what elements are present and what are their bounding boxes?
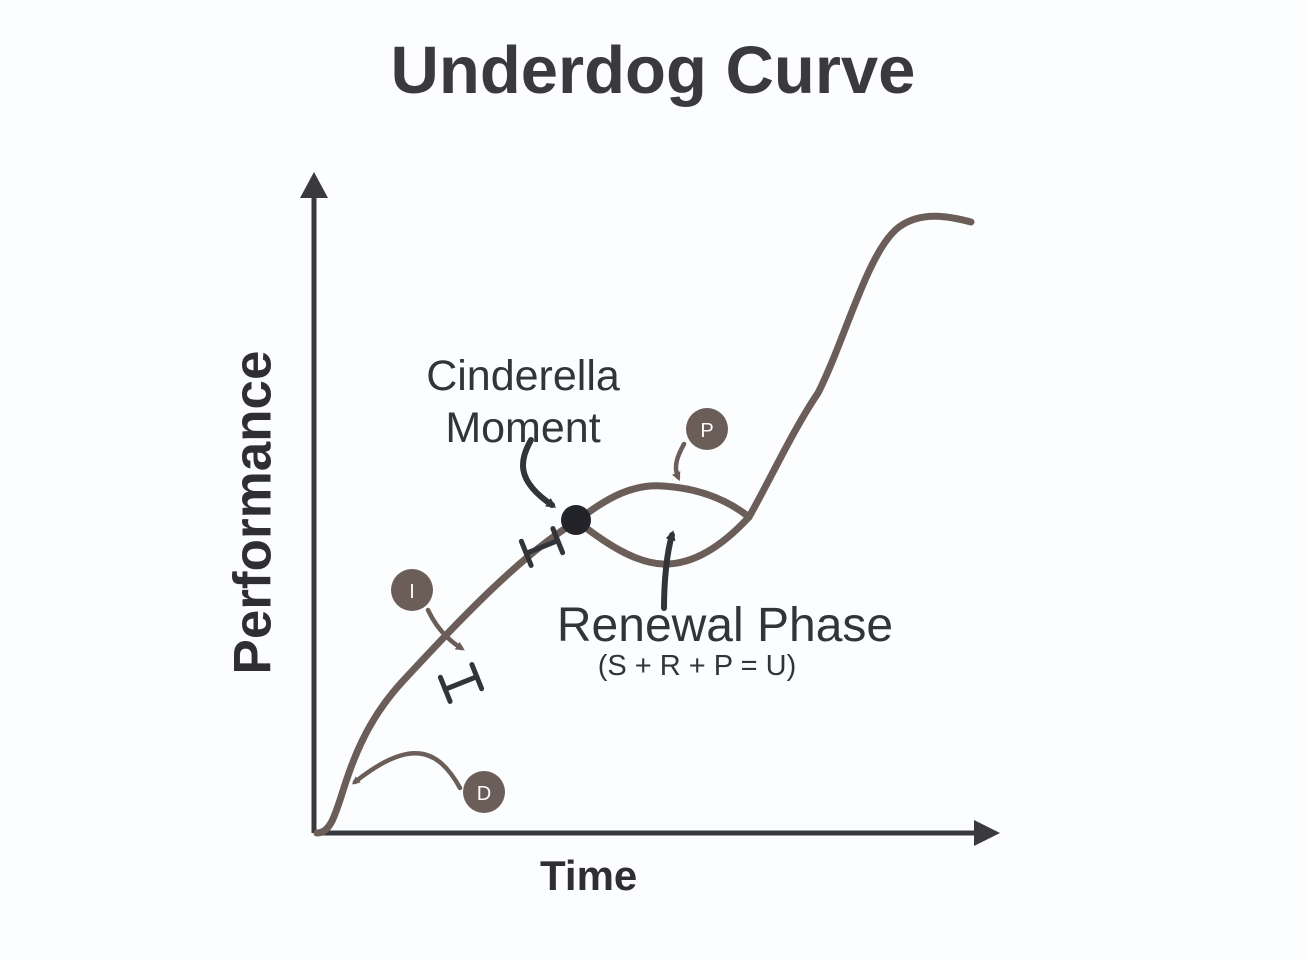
svg-text:P: P <box>700 420 713 442</box>
svg-text:D: D <box>477 783 491 805</box>
svg-text:I: I <box>409 581 415 603</box>
